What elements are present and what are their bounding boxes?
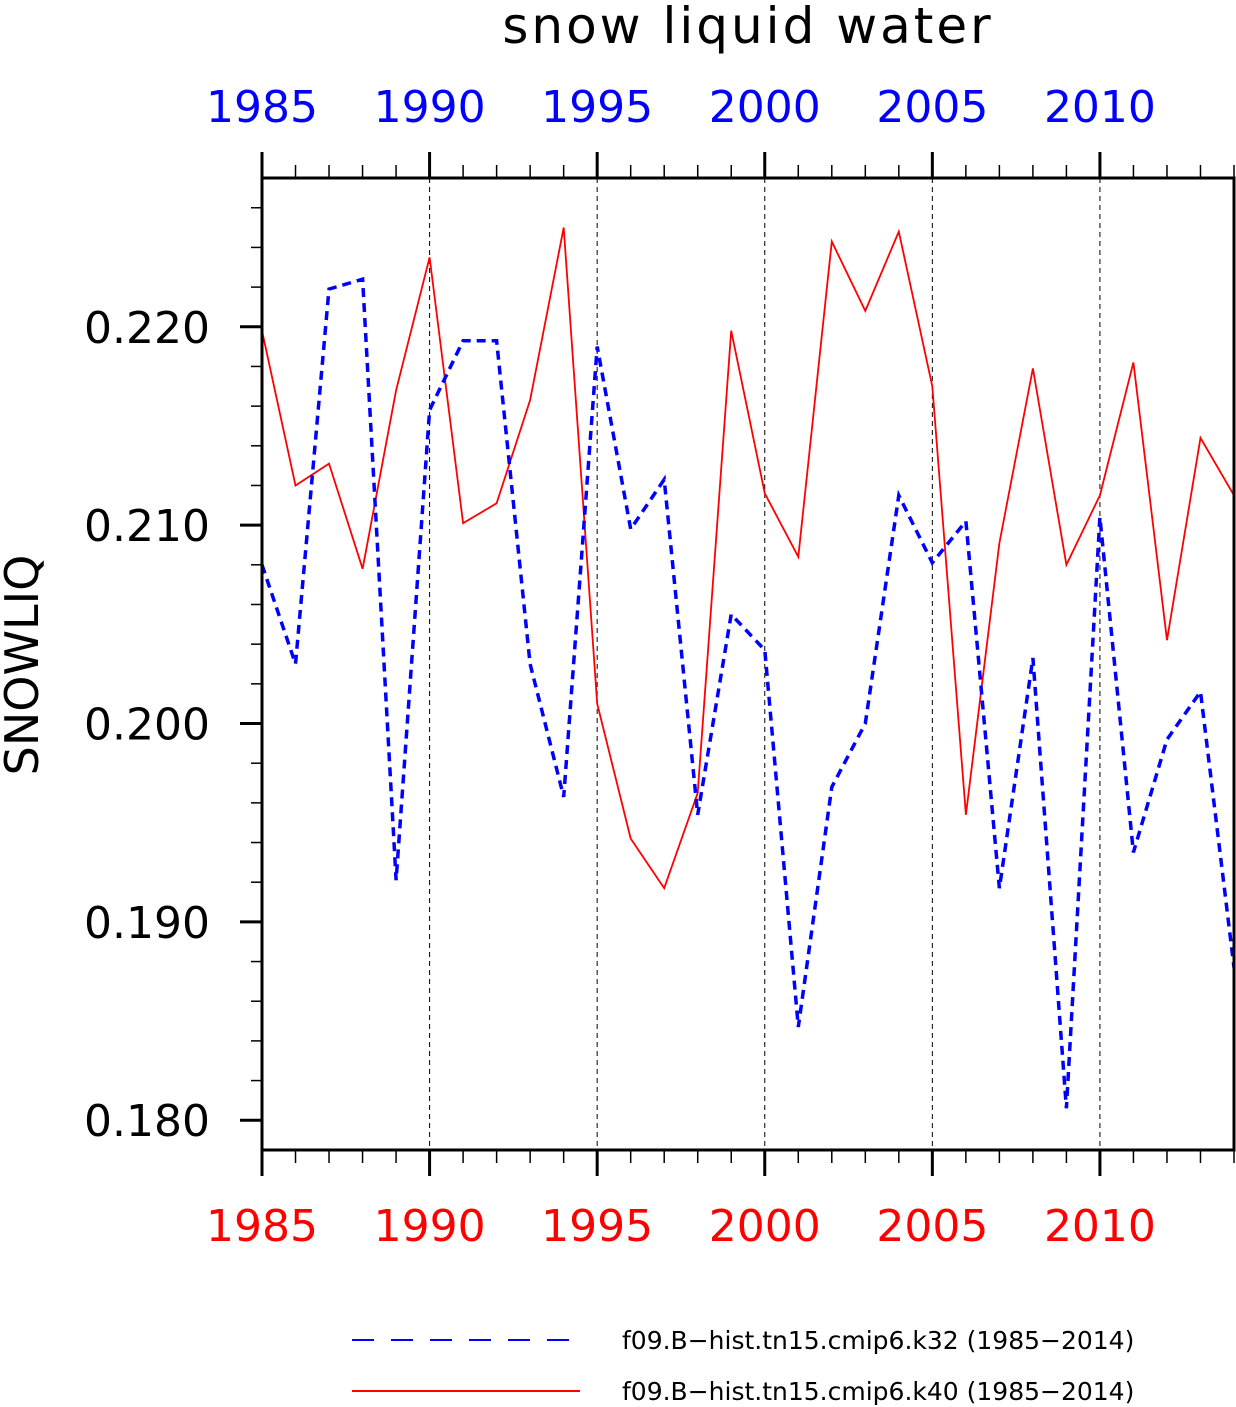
x-tick-label-top: 1985 [206,82,318,133]
x-tick-label-top: 1990 [374,82,486,133]
x-tick-label-bottom: 1985 [206,1201,318,1252]
y-tick-label: 0.200 [84,700,210,751]
series-line-k32 [262,276,1234,1109]
y-tick-label: 0.190 [84,898,210,949]
plot-frame [260,176,1236,1152]
x-tick-label-bottom: 1990 [374,1201,486,1252]
x-tick-label-bottom: 2000 [709,1201,821,1252]
x-tick-label-top: 2010 [1044,82,1156,133]
x-tick-label-bottom: 2005 [876,1201,988,1252]
x-tick-label-bottom: 1995 [541,1201,653,1252]
y-tick-label: 0.180 [84,1096,210,1147]
tick-labels: 1985 1985 1990 1990 1995 1995 2000 2000 2005 2005… [84,82,1156,1252]
series-line-k40 [262,227,1234,891]
x-tick-label-top: 2005 [876,82,988,133]
x-tick-label-bottom: 2010 [1044,1201,1156,1252]
x-tick-label-top: 1995 [541,82,653,133]
y-tick-label: 0.220 [84,303,210,354]
y-axis-label: SNOWLIQ [0,555,49,776]
legend-label-0: f09.B−hist.tn15.cmip6.k32 (1985−2014) [622,1326,1134,1355]
y-tick-label: 0.210 [84,501,210,552]
legend-label-1: f09.B−hist.tn15.cmip6.k40 (1985−2014) [622,1377,1134,1406]
gridlines [429,178,1101,1150]
chart-title: snow liquid water [502,0,993,55]
legend: f09.B−hist.tn15.cmip6.k32 (1985−2014) f09… [352,1326,1134,1406]
x-tick-label-top: 2000 [709,82,821,133]
series-layer [262,227,1234,1109]
axis-ticks [240,152,1235,1176]
